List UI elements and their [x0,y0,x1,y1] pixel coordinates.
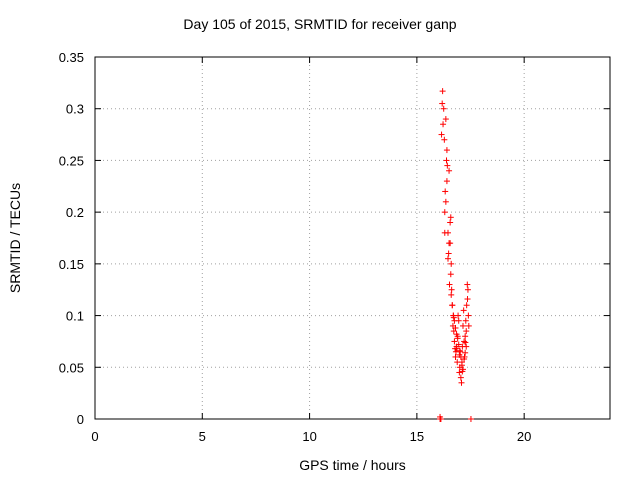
data-point [448,260,455,267]
grid-lines [95,57,610,419]
data-point [458,362,465,369]
data-point [463,343,470,350]
data-point [445,250,452,257]
x-tick-label: 10 [302,429,316,444]
data-point [442,198,449,205]
data-point [444,229,451,236]
axes [94,56,611,420]
data-point [438,131,445,138]
data-point [453,331,460,338]
y-tick-label: 0.05 [59,360,84,375]
data-point [464,286,471,293]
data-point [447,219,454,226]
data-point [442,188,449,195]
data-point [462,333,469,340]
data-point [461,356,468,363]
y-tick-label: 0.3 [66,102,84,117]
data-point [464,281,471,288]
data-point [447,240,454,247]
data-point [443,178,450,185]
data-point [440,121,447,128]
y-tick-label: 0.35 [59,50,84,65]
data-point [439,100,446,107]
data-point [444,162,451,169]
data-point [459,368,466,375]
data-point [446,281,453,288]
data-point [443,147,450,154]
data-point [467,416,474,422]
data-point [449,302,456,309]
x-axis-label: GPS time / hours [299,457,406,473]
x-tick-label: 0 [91,429,98,444]
data-point [453,345,460,352]
data-point [462,339,469,346]
data-point [460,322,467,329]
data-point [441,136,448,143]
data-point [463,302,470,309]
data-point [457,374,464,381]
data-point [464,296,471,303]
y-tick-label: 0 [77,412,84,427]
data-point [456,369,463,376]
data-point [458,379,465,386]
data-point [462,317,469,324]
chart-title: Day 105 of 2015, SRMTID for receiver gan… [183,16,457,32]
y-tick-label: 0.2 [66,205,84,220]
data-point [454,335,461,342]
data-point [443,157,450,164]
data-point [439,88,446,95]
data-point [465,312,472,319]
data-point [455,341,462,348]
data-point [461,338,468,345]
data-points [437,88,474,422]
data-point [456,351,463,358]
plot-border [94,56,611,420]
data-point [437,413,444,420]
data-point [463,328,470,335]
data-point [451,317,458,324]
data-point [447,271,454,278]
data-point [448,291,455,298]
data-point [440,105,447,112]
data-point [447,214,454,221]
data-point [442,116,449,123]
data-point [444,255,451,262]
data-point [451,338,458,345]
data-point [452,324,459,331]
data-point [450,328,457,335]
x-tick-label: 20 [517,429,531,444]
y-axis-label: SRMTID / TECUs [7,182,23,294]
data-point [462,349,469,356]
data-point [441,209,448,216]
data-point [460,307,467,314]
data-point [452,353,459,360]
y-tick-label: 0.25 [59,153,84,168]
tick-labels: 0 5 10 15 20 0 0.05 0.1 0.15 0.2 0.25 0.3 0.35 [59,50,532,444]
data-point [448,286,455,293]
x-tick-label: 15 [410,429,424,444]
data-point [465,322,472,329]
data-point [446,167,453,174]
y-tick-label: 0.1 [66,309,84,324]
y-tick-label: 0.15 [59,257,84,272]
x-tick-label: 5 [199,429,206,444]
data-point [450,314,457,321]
